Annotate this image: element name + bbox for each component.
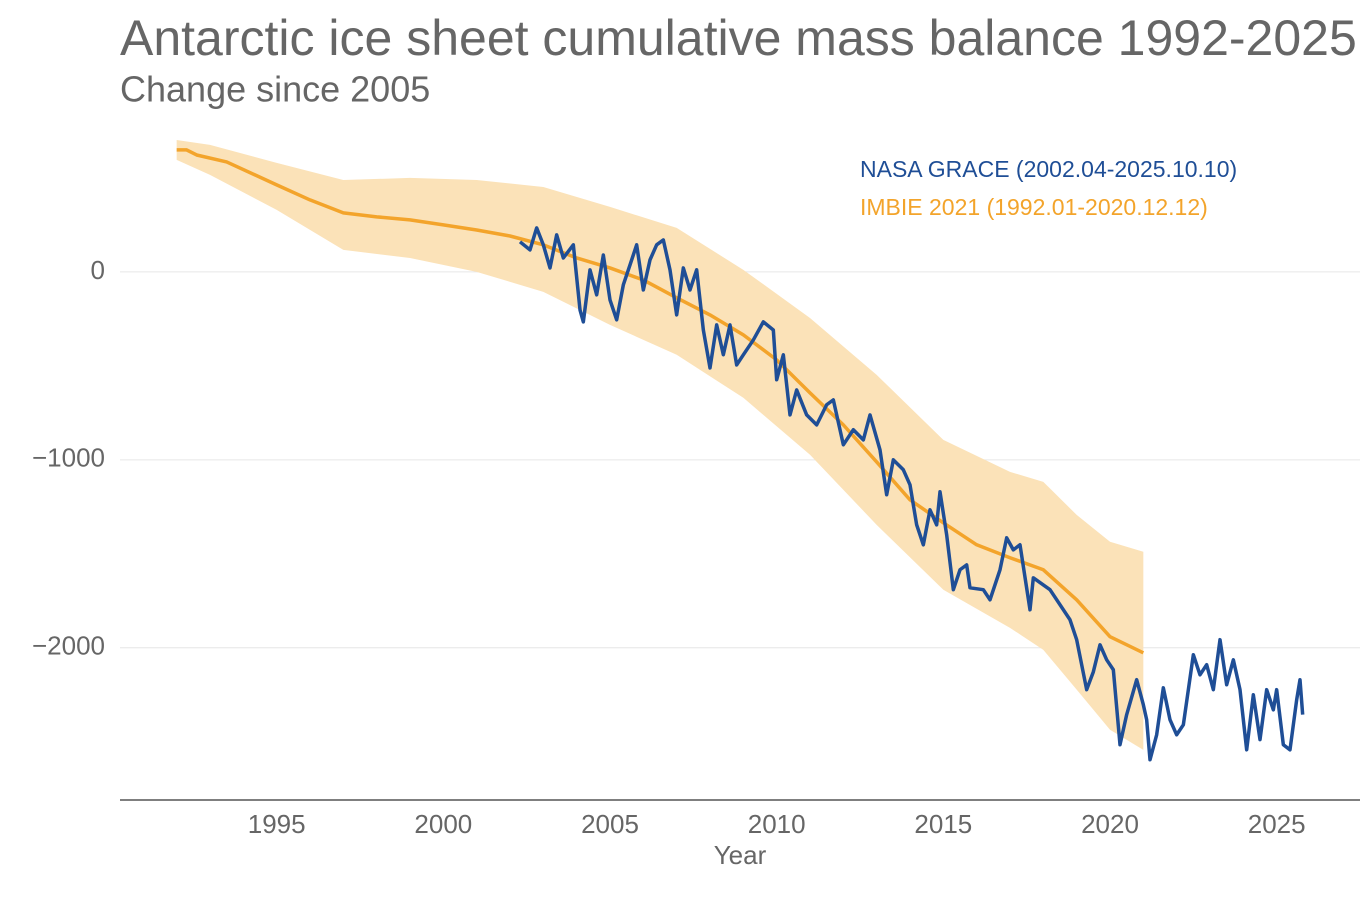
legend-entry: IMBIE 2021 (1992.01-2020.12.12) xyxy=(860,194,1208,220)
x-axis-label: Year xyxy=(714,840,767,870)
y-tick-label: 0 xyxy=(91,255,105,285)
data-line xyxy=(518,226,1305,762)
legend-entry: NASA GRACE (2002.04-2025.10.10) xyxy=(860,156,1237,182)
x-tick-label: 2000 xyxy=(414,809,472,839)
chart-subtitle: Change since 2005 xyxy=(120,69,430,110)
x-tick-label: 2020 xyxy=(1081,809,1139,839)
x-tick-label: 2025 xyxy=(1248,809,1306,839)
x-tick-label: 2015 xyxy=(914,809,972,839)
chart-title: Antarctic ice sheet cumulative mass bala… xyxy=(120,10,1357,66)
y-tick-label: −1000 xyxy=(32,443,105,473)
x-tick-label: 1995 xyxy=(248,809,306,839)
x-tick-label: 2010 xyxy=(748,809,806,839)
uncertainty-band xyxy=(176,139,1144,750)
y-tick-label: −2000 xyxy=(32,631,105,661)
x-tick-label: 2005 xyxy=(581,809,639,839)
